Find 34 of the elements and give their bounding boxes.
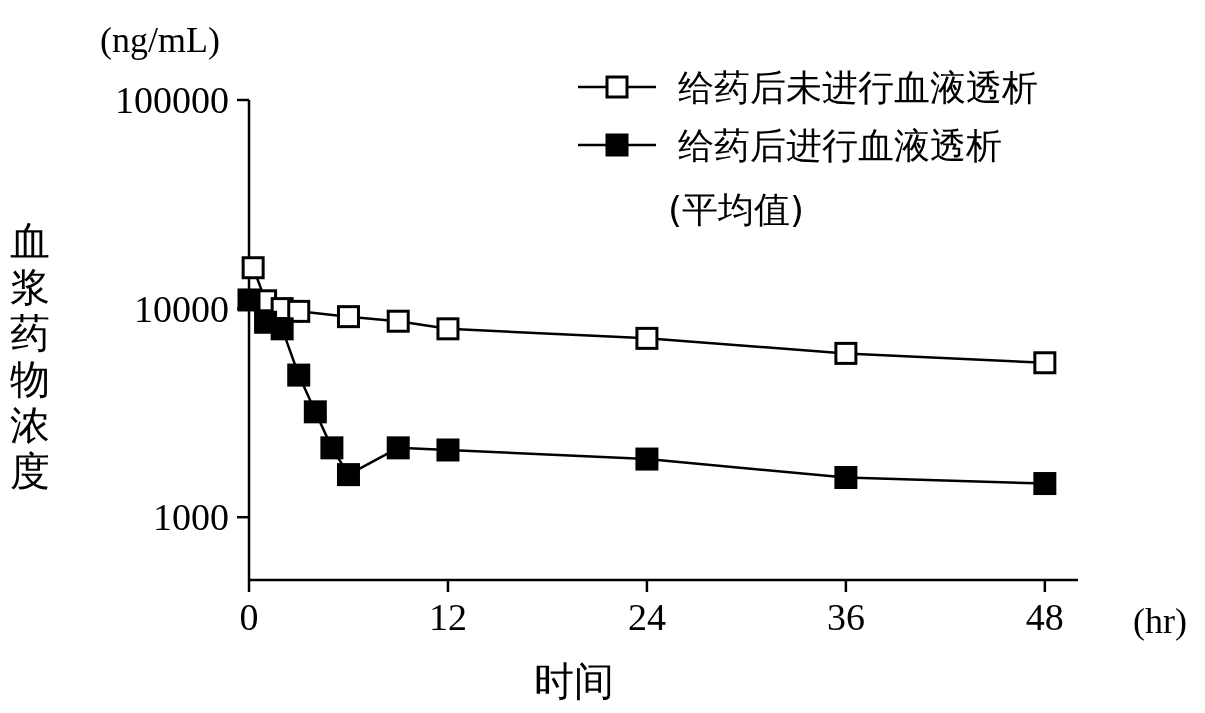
x-tick-label: 12 xyxy=(428,596,467,638)
x-tick-label: 24 xyxy=(627,596,666,638)
text: (hr) xyxy=(1133,601,1187,641)
legend-label: 给药后未进行血液透析 xyxy=(678,67,1038,108)
y-tick-label: 1000 xyxy=(153,496,229,539)
x-tick-label: 36 xyxy=(826,596,865,638)
point xyxy=(287,299,311,323)
x-tick-label: 0 xyxy=(239,596,259,638)
point xyxy=(303,400,327,424)
point xyxy=(834,341,858,365)
y-axis-title: 血浆药物浓度 xyxy=(10,218,50,494)
point xyxy=(834,466,858,489)
point xyxy=(336,463,360,487)
y-tick-label: 100000 xyxy=(115,79,229,121)
point xyxy=(237,288,261,312)
point xyxy=(386,309,410,333)
x-axis-title: 时间 xyxy=(533,658,614,704)
point xyxy=(635,447,659,471)
point xyxy=(336,305,360,329)
point xyxy=(270,317,294,341)
point xyxy=(1033,472,1057,496)
point xyxy=(635,326,659,350)
point xyxy=(386,436,410,460)
point xyxy=(241,256,265,280)
point xyxy=(436,317,460,341)
legend-label: 给药后进行血液透析 xyxy=(678,125,1002,166)
point xyxy=(287,363,311,387)
point xyxy=(436,438,460,462)
text: (ng/mL) xyxy=(100,20,220,60)
y-tick-label: 10000 xyxy=(134,287,229,330)
point xyxy=(320,436,344,460)
point xyxy=(1033,351,1057,375)
x-tick-label: 48 xyxy=(1025,596,1064,638)
annotation: (平均值) xyxy=(668,189,805,230)
